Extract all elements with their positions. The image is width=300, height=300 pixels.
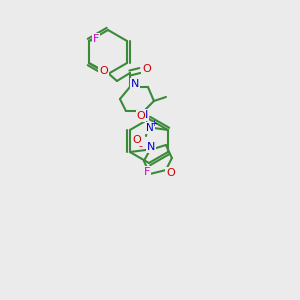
Text: N: N — [147, 142, 155, 152]
Text: O: O — [142, 64, 151, 74]
Text: -: - — [138, 141, 142, 151]
Text: N: N — [146, 123, 154, 133]
Text: O: O — [100, 66, 108, 76]
Text: F: F — [93, 34, 99, 44]
Text: +: + — [151, 118, 158, 127]
Text: N: N — [131, 79, 139, 89]
Text: N: N — [140, 110, 148, 120]
Text: F: F — [144, 167, 150, 177]
Text: O: O — [136, 111, 146, 121]
Text: O: O — [133, 135, 141, 145]
Text: O: O — [167, 168, 175, 178]
